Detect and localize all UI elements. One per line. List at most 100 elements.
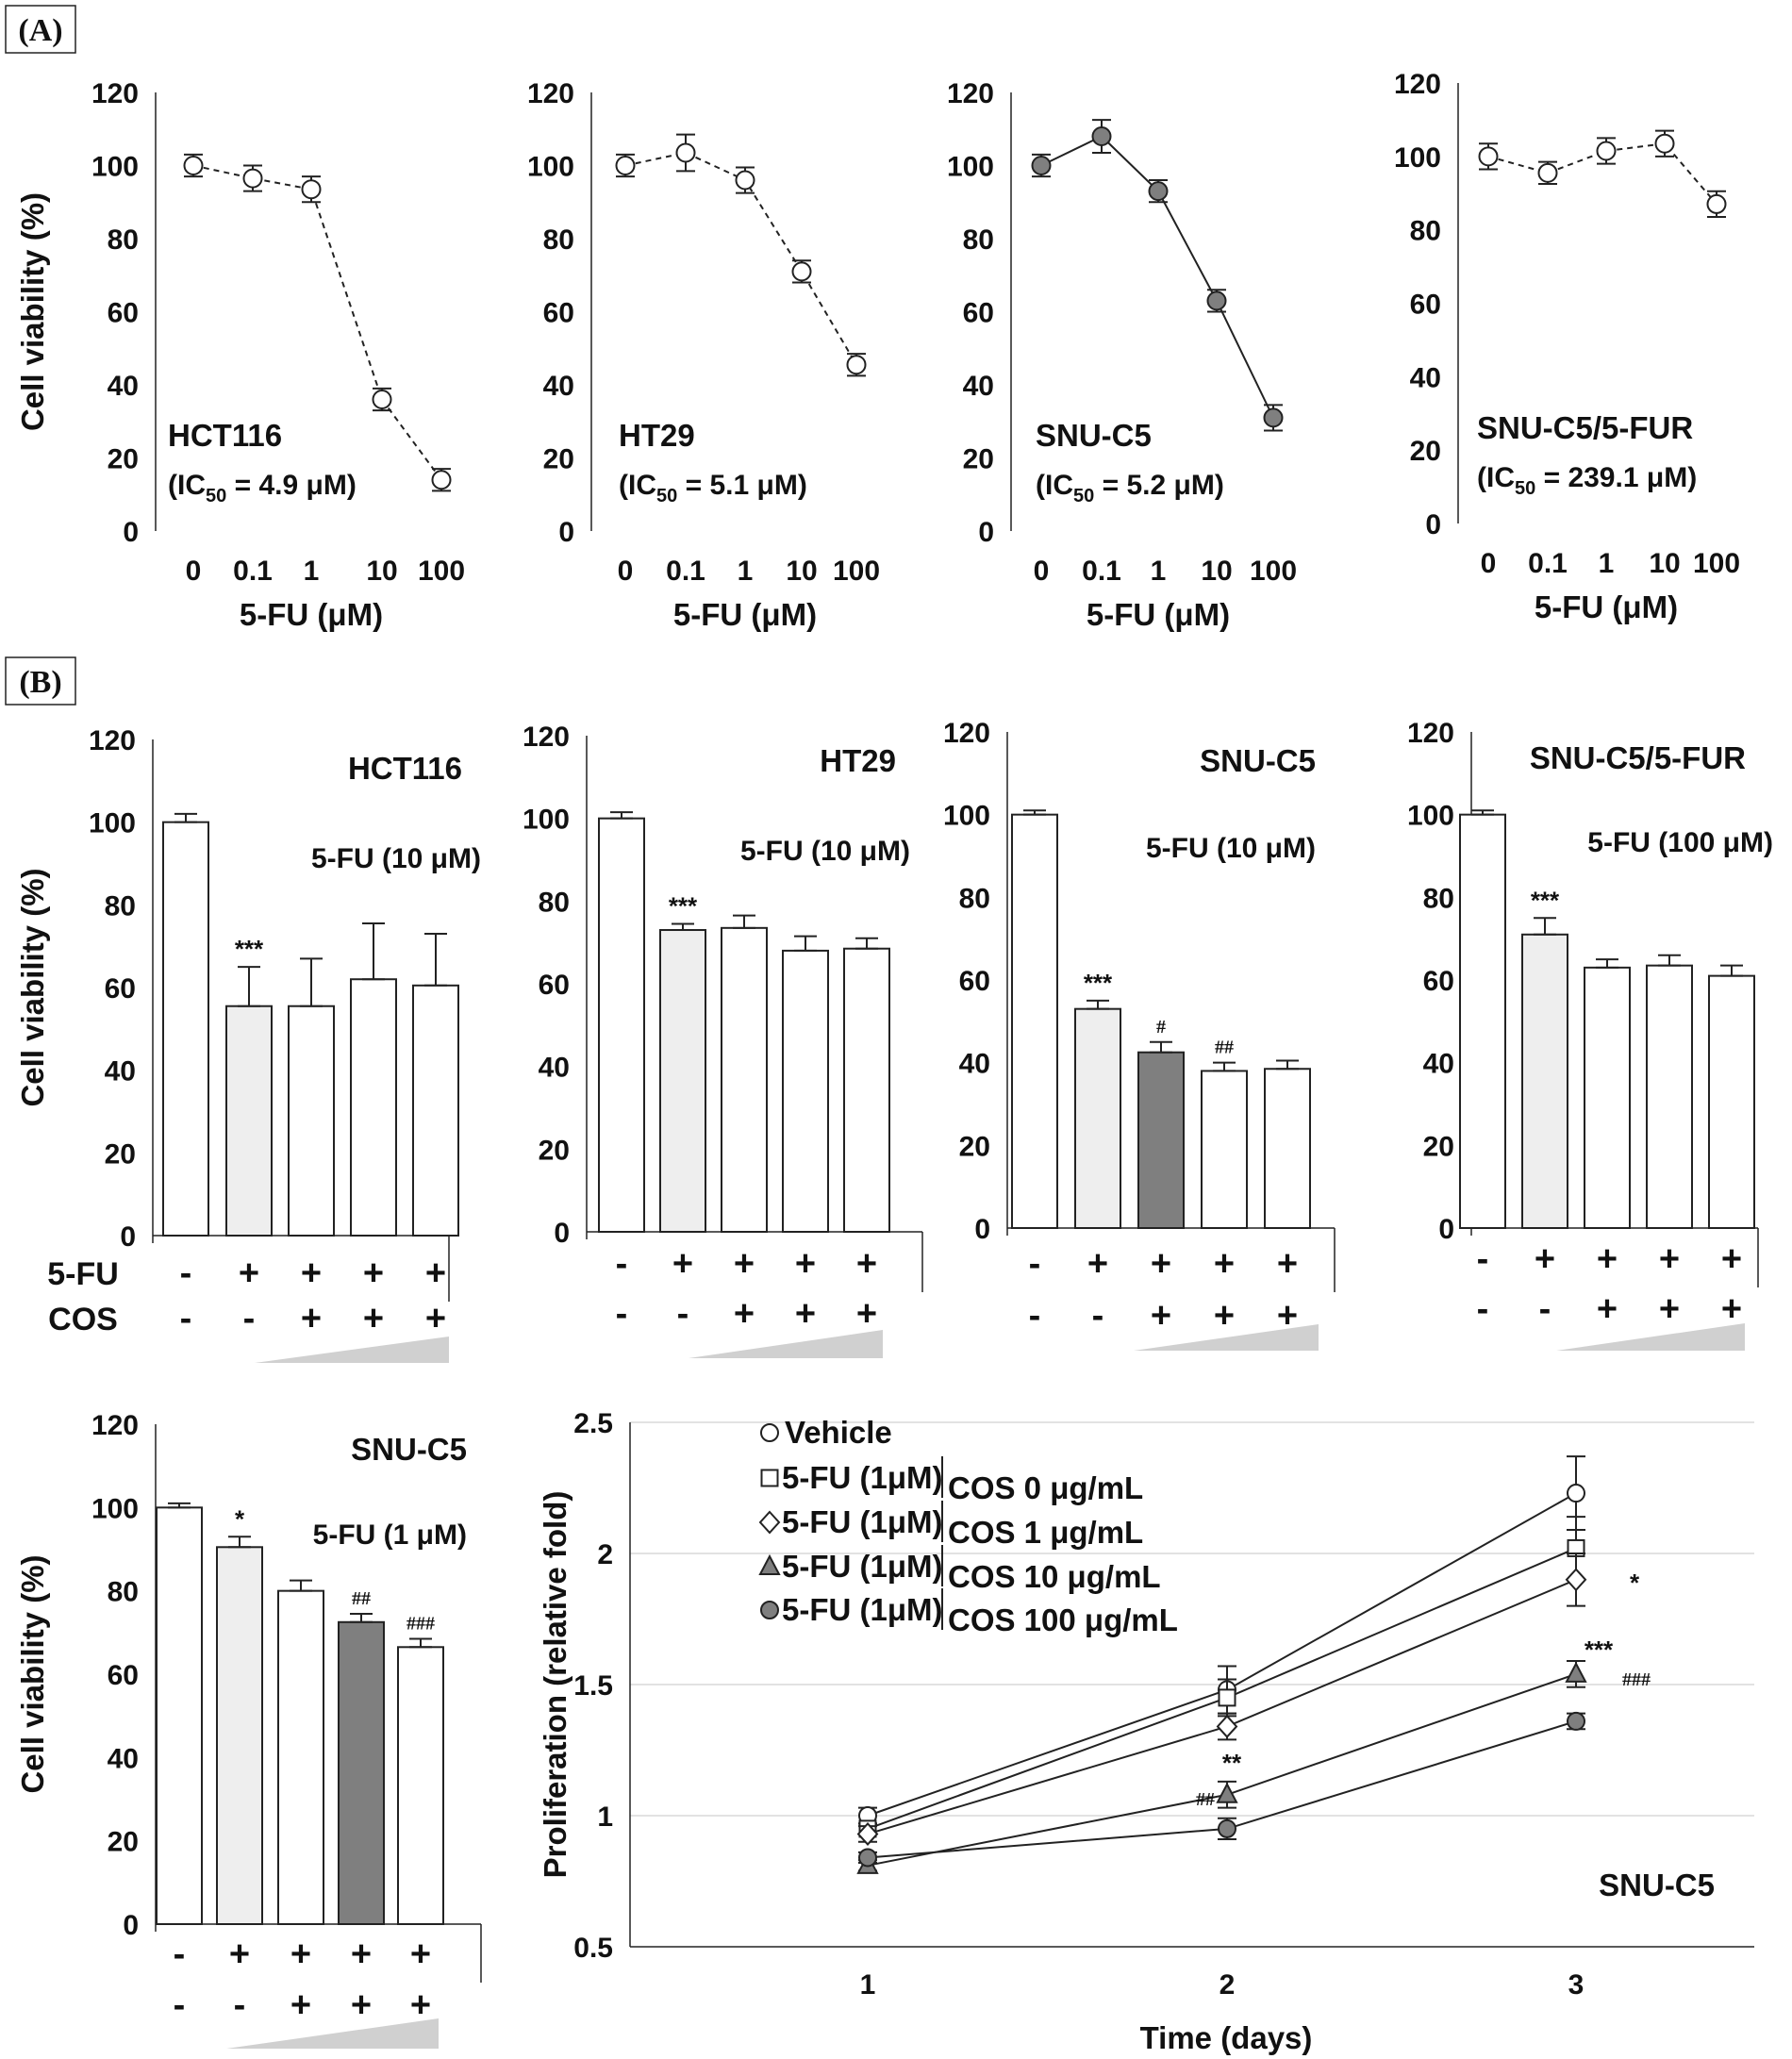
error-bar <box>1471 809 1494 816</box>
x-tick-label: 0.1 <box>1528 548 1568 579</box>
y-tick-label: 60 <box>539 970 570 1001</box>
error-bar <box>1596 958 1618 969</box>
y-axis-title: Cell viability (%) <box>15 192 50 431</box>
bar <box>1264 1068 1311 1230</box>
data-point <box>1263 407 1284 428</box>
cos-sign: - <box>677 1294 689 1334</box>
data-point <box>758 1553 781 1575</box>
y-tick-label: 40 <box>108 371 139 402</box>
chart-b-snu-c5-1um: 0 20 40 60 80 100 120 Cell viability (%) SNU-C5 5… <box>15 1410 482 2049</box>
fu-sign: + <box>290 1934 311 1974</box>
y-tick-label: 80 <box>108 1577 139 1608</box>
y-tick-label: 2 <box>597 1539 613 1570</box>
y-tick-label: 1.5 <box>573 1670 613 1702</box>
significance-mark: ** <box>1222 1749 1242 1777</box>
bar <box>1074 1007 1121 1230</box>
data-point <box>760 1423 779 1442</box>
error-bar <box>362 922 385 981</box>
bar <box>659 929 706 1233</box>
bar <box>1521 933 1568 1229</box>
data-point <box>431 470 452 490</box>
bar <box>397 1646 444 1925</box>
cell-line-label: SNU-C5/5-FUR <box>1477 410 1693 445</box>
cos-sign: + <box>1151 1296 1171 1336</box>
y-tick-label: 1 <box>597 1802 613 1833</box>
fu-sign: + <box>1151 1244 1171 1284</box>
fu-sign: + <box>672 1244 693 1284</box>
x-tick-label: 10 <box>786 556 817 587</box>
bar <box>412 984 459 1237</box>
chart-a-snu-c5-5fur: 0 20 40 60 80 100 120 0 0.1 1 10 100 5-FU (μM) SNU-C5… <box>1394 69 1740 624</box>
bar <box>1011 813 1058 1230</box>
y-tick-label: 100 <box>91 152 139 183</box>
x-tick-label: 0 <box>618 556 634 587</box>
y-tick-label: 0 <box>558 517 574 548</box>
data-point <box>856 1821 879 1846</box>
cos-sign: + <box>1721 1289 1742 1329</box>
fu-sign: - <box>180 1254 192 1293</box>
data-point <box>791 261 812 282</box>
y-tick-label: 20 <box>105 1138 136 1170</box>
data-point <box>760 1601 779 1619</box>
legend-label: COS 0 μg/mL <box>948 1470 1143 1505</box>
cos-sign: - <box>243 1299 256 1338</box>
y-tick-label: 60 <box>1423 966 1454 997</box>
bar <box>338 1620 385 1925</box>
data-point <box>846 355 867 375</box>
y-tick-label: 100 <box>91 1493 139 1524</box>
fu-sign: + <box>363 1254 384 1293</box>
bar <box>277 1589 324 1925</box>
panel-label-a: (A) <box>5 5 76 54</box>
fu-sign: + <box>856 1244 877 1284</box>
x-tick-label: 0 <box>186 556 202 587</box>
cell-line-label: SNU-C5 <box>351 1432 467 1467</box>
bar <box>1459 813 1506 1230</box>
significance-mark: ### <box>1622 1669 1651 1690</box>
legend-prefix: 5-FU (1μM) <box>782 1549 943 1584</box>
bar <box>225 1005 273 1237</box>
error-bar <box>610 811 633 820</box>
x-tick-label: 0 <box>1481 548 1497 579</box>
x-tick-label: 10 <box>1201 556 1232 587</box>
cos-dose-ramp <box>1556 1323 1745 1351</box>
significance-mark: ## <box>1196 1789 1215 1810</box>
data-point <box>183 156 204 175</box>
data-point <box>1596 141 1617 161</box>
cell-line-label: SNU-C5 <box>1200 743 1316 778</box>
y-tick-label: 40 <box>959 1049 990 1080</box>
fu-sign: + <box>301 1254 322 1293</box>
cos-sign: + <box>1597 1289 1618 1329</box>
error-bar <box>794 935 817 952</box>
error-bar <box>1658 954 1681 967</box>
x-tick-label: 100 <box>1250 556 1297 587</box>
significance-mark: *** <box>669 891 698 920</box>
chart-b-proliferation: 0.5 1 1.5 2 2.5 Proliferation (relative fold)… <box>538 1408 1754 2055</box>
data-point <box>758 1510 781 1535</box>
bar <box>782 949 829 1234</box>
y-tick-label: 100 <box>1394 142 1441 174</box>
bar <box>216 1546 263 1925</box>
y-tick-label: 20 <box>959 1131 990 1162</box>
fu-sign: + <box>351 1934 372 1974</box>
error-bar <box>1720 964 1743 977</box>
y-tick-label: 20 <box>543 444 574 475</box>
ic50-label: (IC50 = 4.9 μM) <box>168 470 357 506</box>
treatment-label: 5-FU (10 μM) <box>311 843 481 874</box>
error-bar <box>1150 1040 1172 1054</box>
data-point <box>1218 1818 1236 1838</box>
cos-sign: - <box>1477 1289 1489 1329</box>
y-tick-label: 60 <box>108 1660 139 1691</box>
error-bar <box>1023 809 1046 816</box>
cos-sign: + <box>1277 1296 1298 1336</box>
y-tick-label: 120 <box>1394 69 1441 100</box>
data-point <box>242 168 263 189</box>
cos-sign: + <box>410 1985 431 2025</box>
row-label-cos: COS <box>48 1302 118 1337</box>
data-point <box>1565 1661 1587 1683</box>
error-bar <box>1087 999 1109 1010</box>
y-tick-label: 40 <box>543 371 574 402</box>
y-tick-label: 100 <box>947 152 994 183</box>
y-tick-label: 20 <box>539 1135 570 1166</box>
